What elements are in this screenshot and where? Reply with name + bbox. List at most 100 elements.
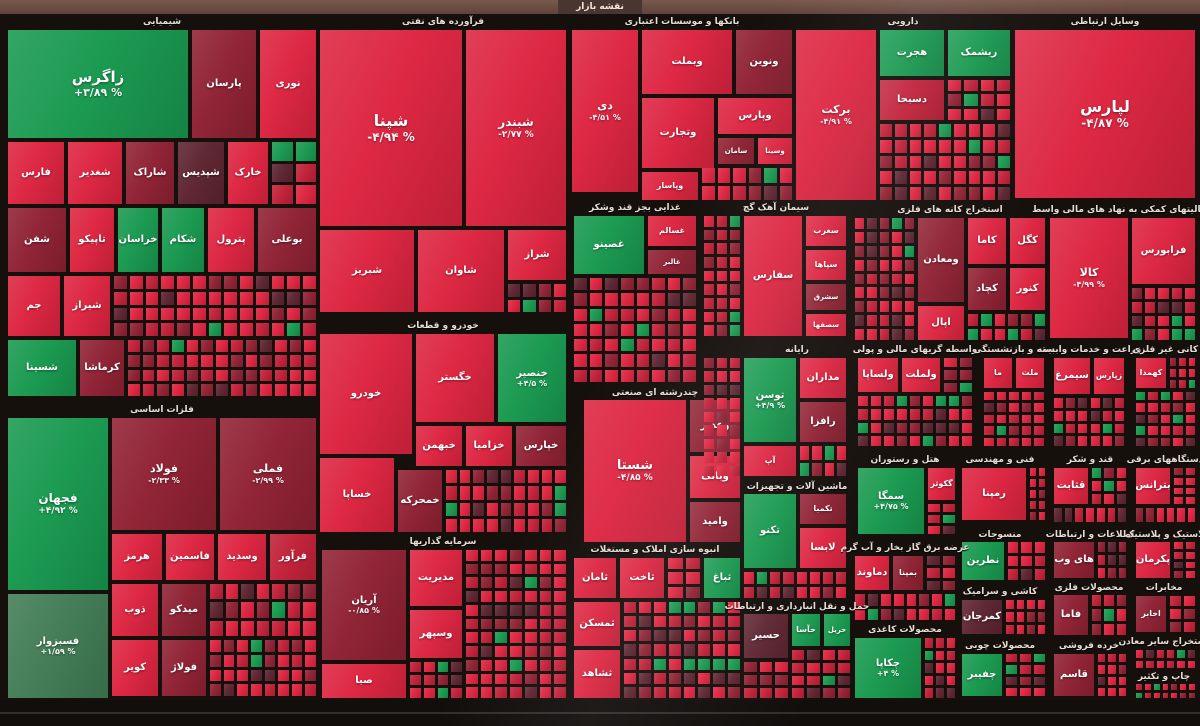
treemap-tile-small[interactable] (936, 675, 944, 686)
treemap-tile-small[interactable] (480, 646, 493, 657)
treemap-tile-small[interactable] (624, 672, 636, 684)
treemap-tile-small[interactable] (704, 257, 714, 268)
treemap-tile-small[interactable] (1177, 508, 1185, 522)
treemap-tile-small[interactable] (495, 687, 508, 698)
treemap-tile-small[interactable] (942, 556, 955, 566)
treemap-tile-small[interactable] (260, 369, 272, 382)
treemap-tile-small[interactable] (210, 640, 221, 652)
treemap-tile-small[interactable] (704, 216, 714, 227)
treemap-tile-small[interactable] (466, 577, 478, 589)
treemap-tile-small[interactable] (1108, 542, 1116, 552)
treemap-tile-small[interactable] (683, 354, 696, 367)
treemap-tile-small[interactable] (524, 687, 537, 698)
treemap-tile-small[interactable] (717, 168, 730, 183)
treemap-tile[interactable]: جم (8, 276, 60, 336)
treemap-tile-small[interactable] (305, 640, 316, 652)
treemap-tile-small[interactable] (1078, 410, 1088, 421)
treemap-tile-small[interactable] (539, 632, 552, 644)
treemap-tile-small[interactable] (713, 616, 726, 628)
treemap-tile-small[interactable] (871, 396, 881, 407)
treemap-tile-small[interactable] (1034, 414, 1044, 424)
treemap-tile-small[interactable] (1009, 437, 1019, 446)
treemap-tile-small[interactable] (855, 329, 865, 340)
treemap-tile-small[interactable] (909, 171, 922, 185)
treemap-tile-small[interactable] (636, 339, 650, 352)
treemap-tile-small[interactable] (764, 185, 777, 200)
treemap-tile-small[interactable] (423, 675, 435, 685)
treemap-tile-small[interactable] (867, 231, 877, 243)
treemap-tile-small[interactable] (589, 369, 603, 382)
treemap-tile-small[interactable] (1173, 437, 1183, 446)
treemap-tile-small[interactable] (809, 586, 820, 598)
treemap-tile-small[interactable] (936, 663, 944, 673)
treemap-tile-small[interactable] (998, 187, 1010, 200)
treemap-tile-small[interactable] (1092, 481, 1102, 491)
treemap-tile-small[interactable] (1174, 561, 1183, 569)
treemap-tile-small[interactable] (800, 462, 810, 476)
treemap-tile-small[interactable] (962, 396, 972, 407)
treemap-tile-small[interactable] (783, 586, 794, 598)
treemap-tile-small[interactable] (923, 409, 933, 420)
treemap-tile-small[interactable] (1021, 414, 1032, 424)
treemap-tile-small[interactable] (495, 646, 508, 657)
treemap-tile-small[interactable] (128, 369, 140, 382)
treemap-tile-small[interactable] (638, 686, 651, 698)
treemap-tile-small[interactable] (996, 437, 1007, 446)
treemap-tile-small[interactable] (304, 340, 316, 352)
treemap-tile-small[interactable] (539, 646, 552, 657)
treemap-tile-small[interactable] (250, 640, 262, 652)
treemap-tile-small[interactable] (949, 396, 959, 407)
treemap-tile-small[interactable] (822, 688, 835, 698)
treemap-tile[interactable]: کمرجان (962, 600, 1002, 634)
treemap-tile-small[interactable] (925, 688, 933, 698)
treemap-tile-small[interactable] (1039, 501, 1045, 509)
treemap-tile-small[interactable] (871, 422, 881, 433)
treemap-tile-small[interactable] (924, 124, 937, 137)
treemap-tile-small[interactable] (1092, 494, 1102, 504)
treemap-tile-small[interactable] (683, 672, 696, 684)
treemap-tile-small[interactable] (894, 187, 907, 200)
treemap-tile-small[interactable] (128, 384, 140, 396)
treemap-tile[interactable]: سفارس (744, 216, 802, 336)
treemap-tile-small[interactable] (984, 414, 994, 424)
treemap-tile-small[interactable] (1177, 660, 1185, 668)
treemap-tile-small[interactable] (114, 323, 127, 336)
treemap-tile-small[interactable] (928, 526, 940, 534)
treemap-tile[interactable]: سغرب (806, 216, 846, 246)
treemap-tile-small[interactable] (142, 369, 155, 382)
treemap-tile-small[interactable] (996, 414, 1007, 424)
treemap-tile-small[interactable] (1186, 571, 1195, 578)
treemap-tile-small[interactable] (605, 308, 618, 321)
treemap-tile-small[interactable] (303, 620, 316, 636)
treemap-tile-small[interactable] (237, 684, 248, 696)
treemap-tile-small[interactable] (473, 470, 484, 484)
treemap-tile-small[interactable] (909, 155, 922, 169)
treemap-tile-small[interactable] (717, 185, 730, 200)
treemap-tile-small[interactable] (473, 518, 484, 532)
treemap-tile[interactable]: ولملت (902, 358, 940, 392)
treemap-tile-small[interactable] (539, 618, 552, 630)
treemap-tile-small[interactable] (295, 163, 316, 183)
treemap-tile-small[interactable] (289, 369, 302, 382)
treemap-tile-small[interactable] (717, 229, 727, 241)
treemap-tile-small[interactable] (1185, 392, 1195, 401)
treemap-tile-small[interactable] (1170, 609, 1181, 619)
treemap-tile[interactable]: قاسم (1054, 654, 1094, 696)
treemap-tile-small[interactable] (932, 608, 943, 620)
treemap-tile-small[interactable] (867, 245, 877, 257)
treemap-tile-small[interactable] (278, 654, 289, 667)
treemap-tile-small[interactable] (305, 669, 316, 682)
treemap-tile-small[interactable] (998, 155, 1010, 169)
treemap-tile-small[interactable] (145, 307, 159, 321)
treemap-tile-small[interactable] (704, 358, 714, 369)
treemap-tile-small[interactable] (272, 142, 293, 161)
treemap-tile-small[interactable] (980, 80, 994, 92)
treemap-tile[interactable]: غالبر (648, 250, 696, 274)
treemap-tile-small[interactable] (683, 616, 696, 628)
treemap-tile-small[interactable] (271, 276, 285, 289)
treemap-tile[interactable]: کاما (968, 218, 1006, 264)
treemap-tile-small[interactable] (964, 108, 978, 120)
treemap-tile-small[interactable] (653, 602, 666, 614)
treemap-tile[interactable]: نوری (260, 30, 316, 138)
treemap-tile-small[interactable] (528, 502, 539, 516)
